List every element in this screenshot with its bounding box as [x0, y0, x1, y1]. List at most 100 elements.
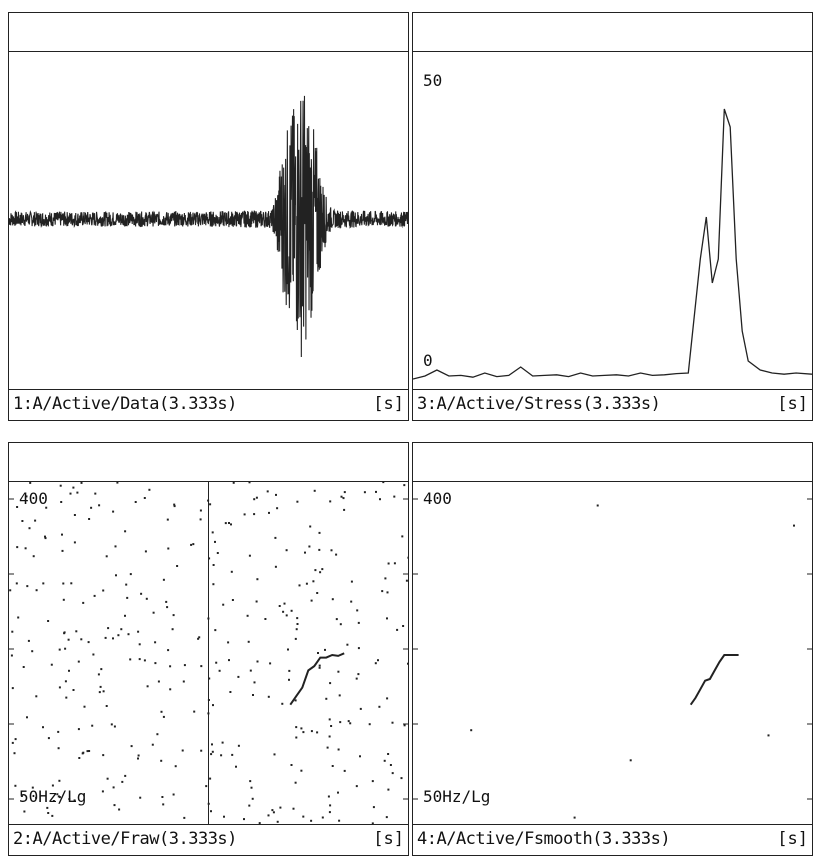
noise-dot — [47, 737, 50, 740]
noise-dot — [296, 623, 299, 625]
panel-header — [9, 13, 408, 52]
noise-dot — [312, 580, 315, 583]
noise-dot — [21, 520, 24, 522]
noise-dot — [51, 784, 54, 787]
noise-dot — [161, 796, 164, 798]
panel-fraw: 400 50Hz/Lg 2:A/Active/Fraw(3.333s) [s] — [8, 442, 409, 856]
noise-dot — [145, 597, 148, 600]
noise-dot — [356, 609, 359, 612]
noise-dot — [340, 495, 343, 498]
noise-dot — [629, 759, 632, 762]
noise-dot — [767, 734, 770, 737]
noise-dot — [81, 752, 84, 755]
noise-dot — [67, 638, 70, 641]
noise-dot — [272, 811, 275, 814]
noise-dot — [106, 777, 109, 780]
noise-dot — [83, 705, 86, 708]
noise-dot — [386, 591, 389, 594]
noise-dot — [343, 508, 346, 511]
noise-dot — [113, 725, 116, 728]
noise-dot — [281, 702, 284, 705]
noise-dot — [134, 501, 137, 503]
noise-dot — [268, 511, 270, 514]
noise-dot — [137, 630, 140, 633]
noise-dot — [215, 661, 218, 664]
noise-dot — [57, 795, 60, 798]
noise-dot — [235, 765, 237, 768]
noise-dot — [156, 733, 159, 736]
noise-dot — [208, 677, 211, 680]
noise-dot — [93, 594, 96, 597]
noise-dot — [357, 647, 360, 650]
noise-dot — [58, 686, 61, 689]
noise-dot — [148, 488, 151, 491]
noise-dot — [310, 819, 313, 822]
noise-dot — [169, 688, 172, 691]
noise-dot — [253, 498, 256, 501]
caption-label: 4:A/Active/Fsmooth(3.333s) — [417, 829, 671, 849]
noise-dot — [112, 786, 115, 789]
noise-dot — [28, 527, 31, 530]
noise-dot — [214, 540, 216, 543]
noise-dot — [400, 777, 403, 780]
noise-dot — [294, 781, 297, 784]
noise-dot — [326, 746, 329, 749]
noise-dot — [222, 603, 225, 606]
unit-label: [s] — [373, 394, 404, 414]
noise-dot — [387, 562, 390, 565]
noise-dot — [78, 757, 81, 759]
noise-dot — [243, 513, 246, 516]
noise-dot — [331, 765, 334, 767]
noise-dot — [62, 598, 65, 601]
fraw-plot — [9, 481, 408, 825]
noise-dot — [470, 729, 473, 732]
noise-dot — [52, 800, 55, 802]
noise-dot — [63, 632, 66, 635]
noise-dot — [338, 694, 341, 697]
noise-dot — [267, 695, 270, 698]
noise-dot — [35, 796, 38, 799]
noise-dot — [130, 745, 133, 748]
noise-dot — [137, 754, 140, 757]
noise-dot — [207, 802, 210, 805]
noise-dot — [211, 743, 213, 746]
noise-dot — [207, 499, 210, 502]
noise-dot — [324, 648, 326, 651]
noise-dot — [162, 803, 165, 806]
noise-dot — [31, 786, 34, 789]
noise-dot — [247, 640, 250, 643]
noise-dot — [58, 779, 61, 782]
noise-dot — [396, 628, 399, 631]
noise-dot — [35, 695, 38, 698]
noise-dot — [80, 481, 83, 484]
noise-dot — [308, 545, 311, 548]
fsmooth-plot — [413, 498, 812, 819]
noise-dot — [58, 796, 61, 799]
noise-dot — [173, 505, 176, 508]
noise-dot — [228, 659, 230, 662]
noise-dot — [327, 795, 330, 798]
noise-dot — [214, 629, 217, 632]
noise-dot — [230, 523, 232, 526]
unit-label: [s] — [777, 394, 808, 414]
noise-dot — [120, 628, 123, 631]
noise-dot — [86, 750, 89, 753]
noise-dot — [321, 816, 324, 819]
noise-dot — [309, 525, 312, 528]
noise-dot — [160, 710, 163, 713]
noise-dot — [190, 543, 193, 546]
noise-dot — [316, 592, 319, 594]
noise-dot — [386, 617, 388, 620]
noise-dot — [102, 754, 105, 757]
noise-dot — [273, 753, 276, 756]
noise-dot — [342, 497, 345, 500]
noise-dot — [393, 562, 396, 565]
noise-dot — [211, 750, 214, 753]
y-tick-top: 50 — [423, 71, 443, 90]
noise-dot — [355, 785, 358, 788]
noise-dot — [172, 614, 175, 617]
noise-dot — [129, 573, 132, 576]
noise-dot — [112, 510, 115, 513]
noise-dot — [23, 810, 26, 813]
noise-dot — [198, 636, 201, 639]
